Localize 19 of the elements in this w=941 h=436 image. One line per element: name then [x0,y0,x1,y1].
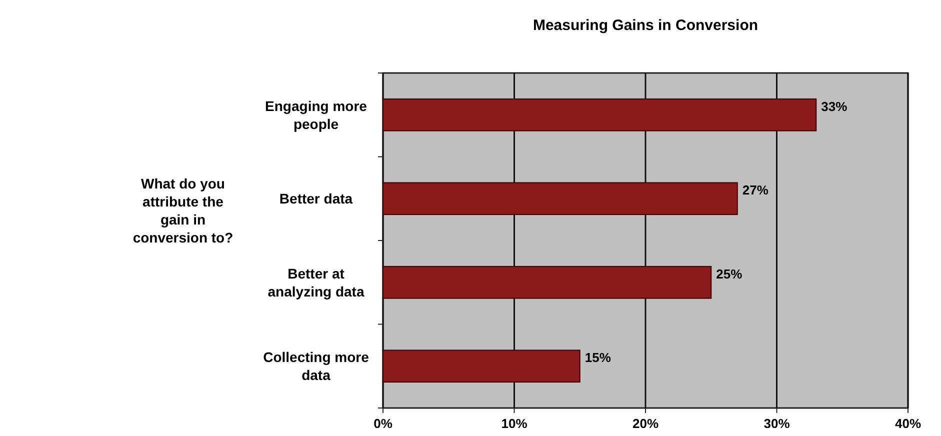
y-tick-label: Engaging more people [265,98,368,132]
y-tick-label: Better data [279,190,353,207]
chart-title: Measuring Gains in Conversion [532,17,758,34]
x-tick-label: 40% [894,416,922,431]
y-axis-title: What do you attribute the gain in conversion to? [132,176,234,246]
bar [382,350,580,383]
bar [382,182,738,216]
data-label: 15% [584,350,612,366]
data-label: 27% [742,182,769,198]
data-label: 33% [821,98,848,114]
y-tick-label: Better at analyzing data [268,265,364,300]
x-tick-label: 30% [764,416,790,431]
x-tick-label: 20% [632,416,659,431]
x-tick-label: 10% [501,416,528,431]
bar [382,266,712,299]
y-tick-label: Collecting more data [263,349,370,384]
data-label: 25% [716,266,743,282]
bar [382,98,817,132]
x-tick-label: 0% [374,416,393,431]
